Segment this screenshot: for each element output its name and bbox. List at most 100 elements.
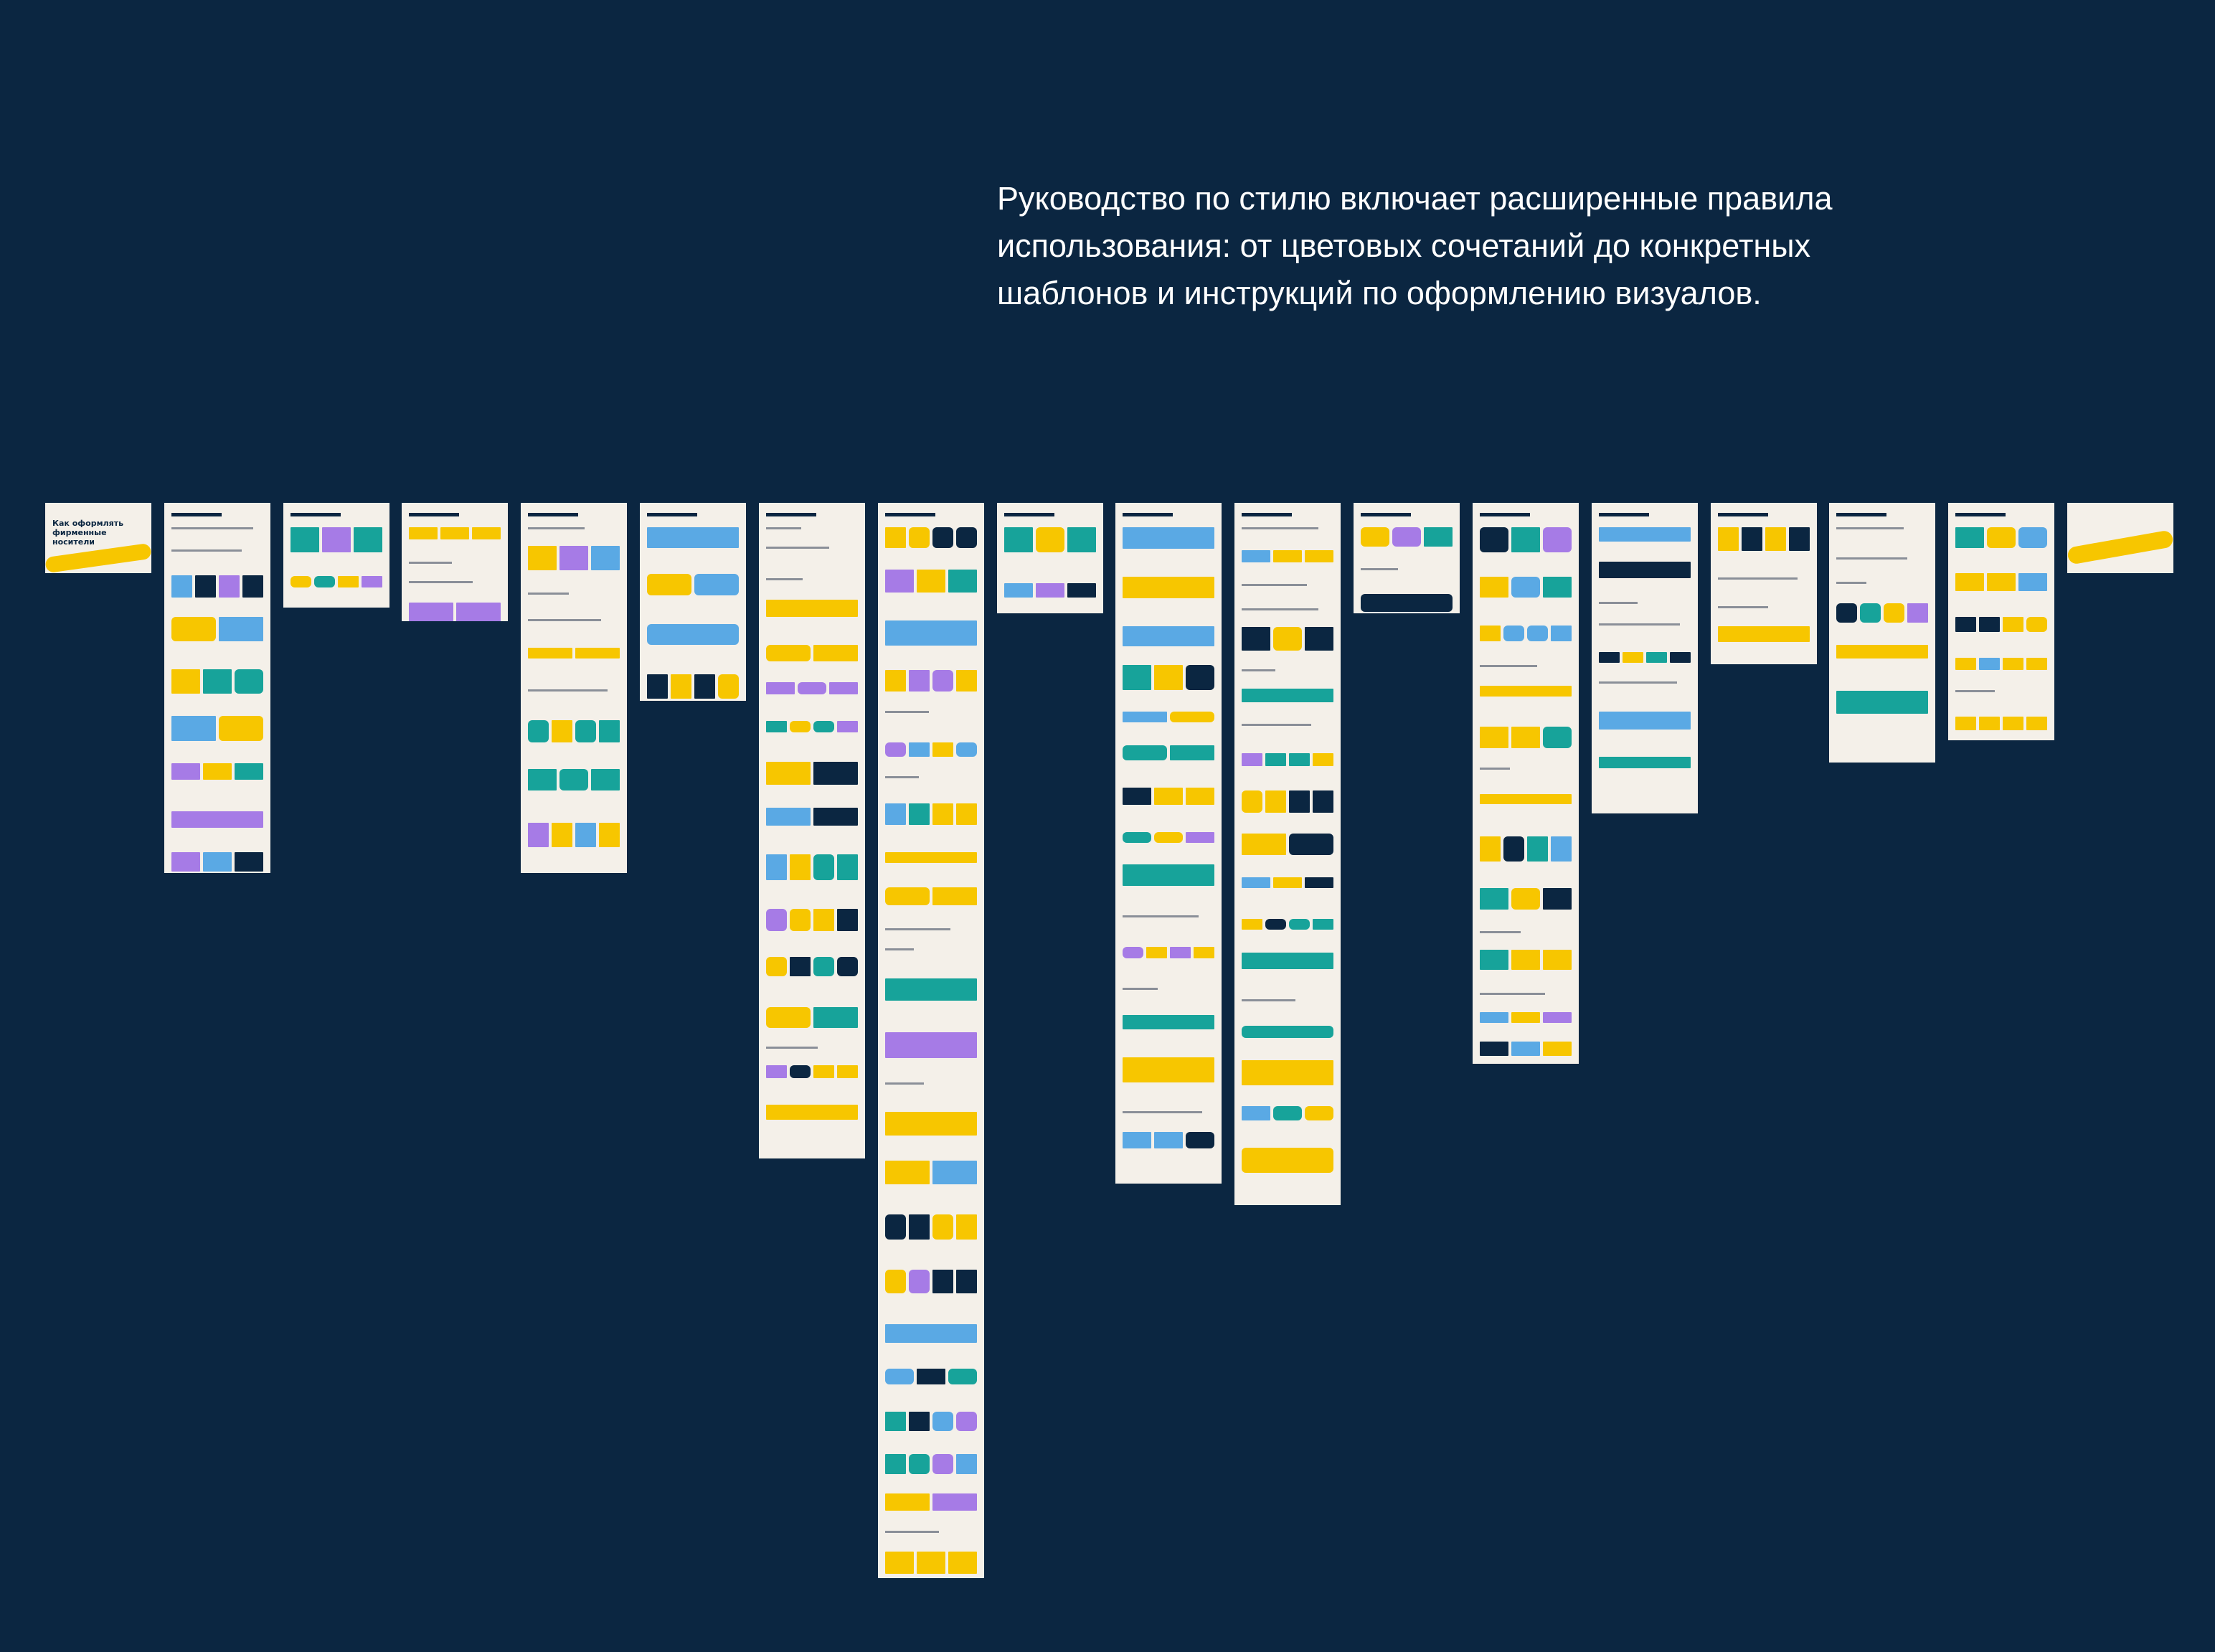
thumbnail-block	[948, 1368, 977, 1385]
thumbnail-block	[2003, 616, 2023, 632]
text-line	[1123, 1110, 1203, 1113]
thumbnail-block	[1154, 1131, 1183, 1149]
thumbnail-block	[291, 575, 311, 588]
thumbnail-block	[829, 682, 858, 694]
thumbnail-block	[718, 674, 739, 699]
thumbnail-block	[1480, 836, 1501, 862]
thumbnail-block	[2003, 657, 2023, 671]
thumbnail-block	[338, 575, 359, 588]
thumbnail-block	[837, 1065, 858, 1078]
thumbnail-block	[885, 1412, 906, 1431]
thumbnail-block	[1599, 651, 1620, 664]
text-line	[1123, 988, 1158, 991]
thumbnail-block	[1123, 527, 1214, 549]
thumbnail-block	[909, 527, 930, 549]
heading-bar	[1836, 513, 1886, 516]
thumbnail-block	[885, 887, 930, 905]
text-line	[1242, 527, 1319, 529]
thumbnail-block	[1480, 1011, 1508, 1024]
thumbnail-block	[1123, 831, 1151, 843]
thumbnail-block	[528, 720, 549, 742]
thumbnail-block	[1273, 877, 1302, 889]
thumbnail-block	[1242, 550, 1270, 562]
thumbnail-block	[219, 616, 263, 641]
heading-bar	[409, 513, 459, 516]
text-line	[885, 1531, 939, 1534]
heading-bar	[528, 513, 578, 516]
thumbnail-block	[171, 616, 216, 641]
thumbnail-block	[1979, 616, 2000, 632]
thumbnail-block	[1186, 1131, 1214, 1149]
intro-line: использования: от цветовых сочетаний до …	[997, 227, 1811, 264]
text-line	[1123, 915, 1199, 918]
thumbnail-block	[1543, 1011, 1572, 1024]
thumbnail-block	[1670, 651, 1691, 664]
thumbnail-block	[1036, 583, 1064, 598]
thumbnail-block	[591, 768, 620, 790]
thumbnail-block	[1543, 527, 1572, 552]
thumbnail-block	[1979, 717, 2000, 730]
thumbnail-block	[1836, 691, 1928, 714]
text-line	[1480, 992, 1546, 995]
text-line	[528, 619, 601, 622]
thumbnail-block	[956, 527, 977, 549]
thumbnail-block	[885, 620, 977, 646]
thumbnail-block	[1987, 572, 2016, 591]
thumbnail-block	[909, 803, 930, 825]
heading-bar	[1242, 513, 1292, 516]
thumbnail-block	[1511, 1042, 1540, 1057]
thumbnail-block	[1543, 576, 1572, 598]
thumbnail-block	[528, 768, 557, 790]
thumbnail-block	[1305, 877, 1333, 889]
thumbnail-block	[932, 1160, 977, 1184]
thumbnail-block	[909, 1412, 930, 1431]
thumbnail-block	[1123, 577, 1214, 598]
thumbnail-block	[837, 854, 858, 880]
heading-bar	[1361, 513, 1411, 516]
text-line	[528, 593, 569, 595]
thumbnail-block	[1242, 1148, 1333, 1173]
thumbnail-block	[1273, 626, 1302, 651]
thumbnail-block	[885, 1214, 906, 1240]
thumbnail-block	[1170, 745, 1214, 761]
thumbnail-block	[956, 1453, 977, 1475]
thumbnail-block	[1511, 888, 1540, 910]
thumbnail-block	[1543, 888, 1572, 910]
thumbnail-block	[591, 546, 620, 571]
thumbnail-block	[1305, 626, 1333, 651]
thumbnail-block	[956, 803, 977, 825]
thumbnail-block	[1242, 1059, 1333, 1086]
thumbnail-block	[1242, 1106, 1270, 1121]
thumbnail-block	[1123, 1015, 1214, 1030]
thumbnail-block	[1551, 836, 1572, 862]
thumbnail-block	[885, 803, 906, 825]
thumbnail-block	[885, 1368, 914, 1385]
thumbnail-block	[2026, 657, 2047, 671]
style-sheet	[1115, 503, 1222, 1184]
thumbnail-block	[917, 570, 945, 593]
thumbnail-block	[766, 1006, 811, 1028]
thumbnail-block	[1036, 527, 1064, 553]
thumbnail-block	[528, 648, 572, 659]
thumbnail-block	[885, 1270, 906, 1293]
thumbnail-block	[909, 1214, 930, 1240]
thumbnail-block	[1480, 726, 1508, 749]
thumbnail-block	[171, 575, 192, 598]
thumbnail-block	[1154, 788, 1183, 805]
thumbnail-block	[291, 527, 319, 552]
yellow-swirl	[2067, 529, 2173, 565]
thumbnail-block	[362, 575, 382, 588]
yellow-swirl	[45, 542, 151, 573]
thumbnail-block	[766, 761, 811, 785]
text-line	[171, 549, 242, 552]
thumbnail-block	[932, 1270, 953, 1293]
thumbnail-block	[575, 823, 596, 848]
text-line	[766, 1046, 818, 1049]
text-line	[528, 527, 585, 529]
thumbnail-block	[932, 1214, 953, 1240]
heading-bar	[1480, 513, 1530, 516]
thumbnail-block	[1242, 953, 1333, 970]
thumbnail-block	[1765, 527, 1786, 551]
